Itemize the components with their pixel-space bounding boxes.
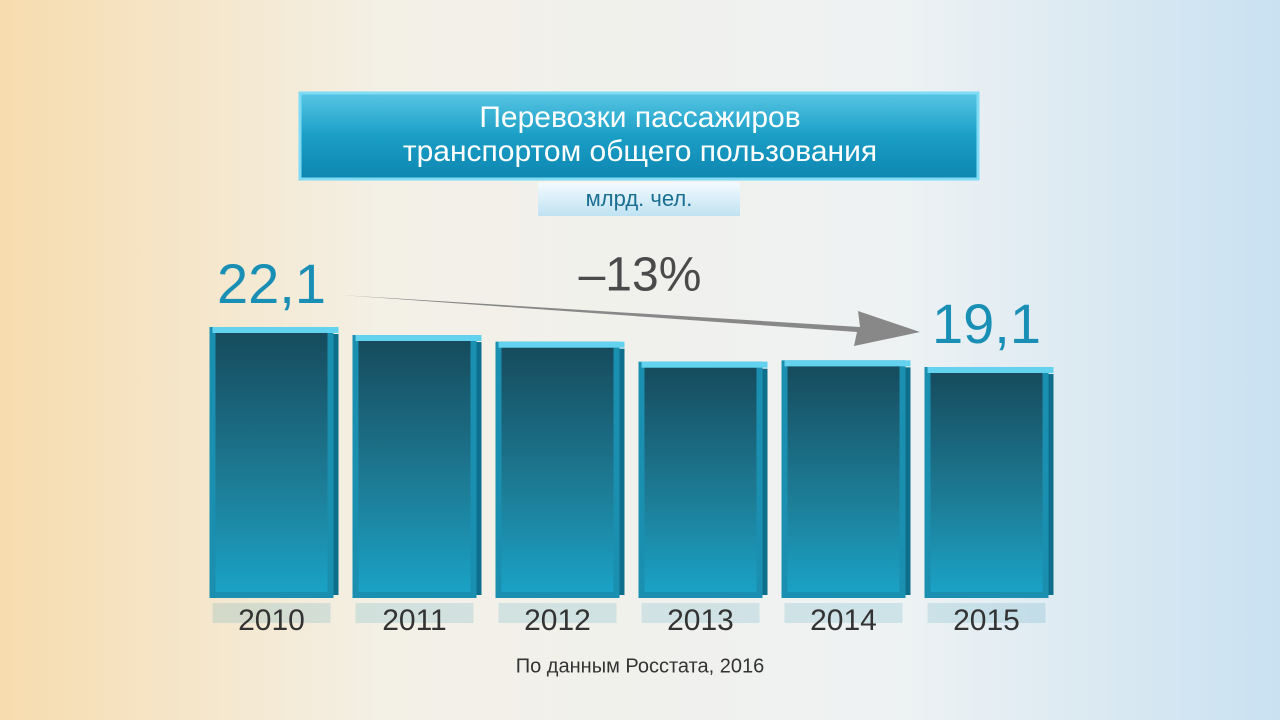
chart-title: Перевозки пассажиров (479, 101, 800, 134)
bar (209, 327, 334, 598)
annotation: –13% (579, 249, 702, 302)
bar-reflection (927, 603, 1046, 623)
bar (781, 360, 906, 599)
x-tick-label: 2010 (238, 604, 305, 637)
x-tick-label: 2013 (667, 604, 734, 637)
bar-top (498, 341, 625, 348)
bar-reflection (784, 603, 903, 623)
bar-reflection (498, 603, 617, 623)
bar-top (212, 327, 339, 333)
bar-top (927, 367, 1054, 373)
x-tick-label: 2015 (953, 604, 1020, 637)
chart-title: транспортом общего пользования (403, 135, 877, 168)
bar (495, 341, 620, 598)
bar-reflection (641, 603, 760, 623)
x-tick-label: 2014 (810, 604, 877, 637)
value-label: 19,1 (932, 292, 1041, 355)
bar-reflection (355, 603, 474, 623)
bar-top (355, 335, 482, 341)
source: По данным Росстата, 2016 (516, 655, 765, 677)
subtitle-box (538, 182, 740, 216)
bar (352, 335, 477, 598)
trend-arrow (340, 295, 920, 346)
bar-reflection (212, 603, 331, 623)
value-label: 22,1 (217, 252, 326, 315)
x-tick-label: 2011 (382, 604, 447, 637)
bar-top (784, 360, 911, 367)
bar (924, 367, 1049, 598)
x-tick-label: 2012 (524, 604, 591, 637)
bar (638, 361, 763, 598)
subtitle: млрд. чел. (586, 186, 693, 211)
title-box (298, 91, 980, 181)
bar-top (641, 361, 768, 368)
